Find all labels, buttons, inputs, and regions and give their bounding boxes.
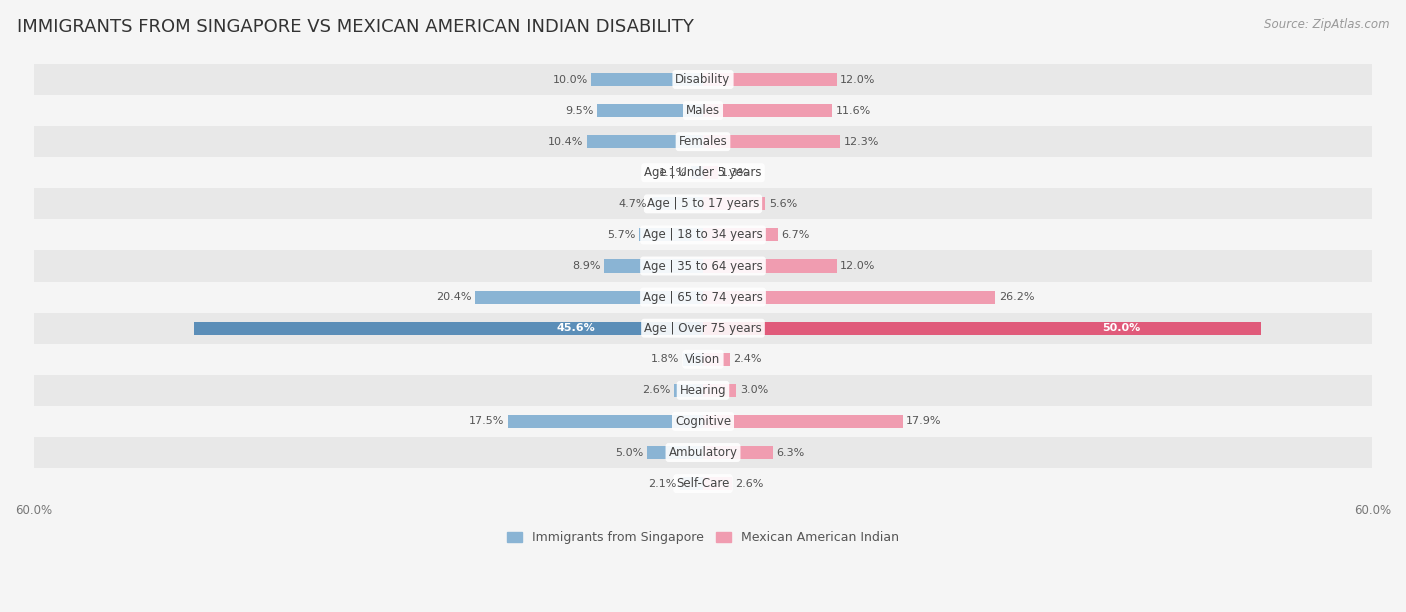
Bar — [683, 353, 703, 366]
Text: 4.7%: 4.7% — [619, 199, 647, 209]
Text: 12.0%: 12.0% — [841, 261, 876, 271]
Bar — [194, 322, 703, 335]
Bar — [34, 95, 1372, 126]
Text: 2.1%: 2.1% — [648, 479, 676, 488]
Text: 45.6%: 45.6% — [557, 323, 595, 333]
Text: 2.6%: 2.6% — [643, 386, 671, 395]
Bar — [647, 446, 703, 459]
Bar — [586, 135, 703, 148]
Bar — [34, 375, 1372, 406]
Text: Disability: Disability — [675, 73, 731, 86]
Text: Vision: Vision — [685, 353, 721, 366]
Bar — [703, 197, 765, 211]
Bar — [508, 415, 703, 428]
Bar — [703, 353, 730, 366]
Bar — [34, 188, 1372, 219]
Text: 8.9%: 8.9% — [572, 261, 600, 271]
Bar — [703, 104, 832, 117]
Bar — [34, 406, 1372, 437]
Bar — [703, 446, 773, 459]
Bar — [673, 384, 703, 397]
Bar — [598, 104, 703, 117]
Text: Age | Under 5 years: Age | Under 5 years — [644, 166, 762, 179]
Text: 12.3%: 12.3% — [844, 136, 879, 147]
Text: 10.4%: 10.4% — [548, 136, 583, 147]
Bar — [34, 219, 1372, 250]
Bar — [651, 197, 703, 211]
Text: Age | 5 to 17 years: Age | 5 to 17 years — [647, 197, 759, 211]
Text: 5.0%: 5.0% — [616, 447, 644, 458]
Bar — [690, 166, 703, 179]
Text: 20.4%: 20.4% — [436, 292, 472, 302]
Bar — [34, 437, 1372, 468]
Bar — [34, 64, 1372, 95]
Text: 26.2%: 26.2% — [998, 292, 1035, 302]
Text: 17.5%: 17.5% — [470, 416, 505, 427]
Bar — [34, 344, 1372, 375]
Text: 1.3%: 1.3% — [721, 168, 749, 177]
Bar — [34, 313, 1372, 344]
Text: 1.1%: 1.1% — [659, 168, 688, 177]
Bar — [703, 384, 737, 397]
Text: 2.6%: 2.6% — [735, 479, 763, 488]
Bar — [703, 135, 841, 148]
Text: 5.7%: 5.7% — [607, 230, 636, 240]
Bar — [703, 415, 903, 428]
Bar — [679, 477, 703, 490]
Bar — [475, 291, 703, 304]
Bar — [34, 126, 1372, 157]
Text: 5.6%: 5.6% — [769, 199, 797, 209]
Text: Self-Care: Self-Care — [676, 477, 730, 490]
Bar — [703, 166, 717, 179]
Bar — [703, 73, 837, 86]
Text: Ambulatory: Ambulatory — [668, 446, 738, 459]
Text: 9.5%: 9.5% — [565, 106, 593, 116]
Bar — [703, 259, 837, 272]
Text: Age | 18 to 34 years: Age | 18 to 34 years — [643, 228, 763, 241]
Bar — [34, 157, 1372, 188]
Text: Females: Females — [679, 135, 727, 148]
Text: 50.0%: 50.0% — [1102, 323, 1140, 333]
Bar — [640, 228, 703, 242]
Legend: Immigrants from Singapore, Mexican American Indian: Immigrants from Singapore, Mexican Ameri… — [502, 526, 904, 550]
Bar — [592, 73, 703, 86]
Text: Cognitive: Cognitive — [675, 415, 731, 428]
Text: Age | 35 to 64 years: Age | 35 to 64 years — [643, 259, 763, 272]
Text: 1.8%: 1.8% — [651, 354, 679, 364]
Text: Source: ZipAtlas.com: Source: ZipAtlas.com — [1264, 18, 1389, 31]
Bar — [703, 322, 1261, 335]
Bar — [34, 468, 1372, 499]
Bar — [703, 477, 733, 490]
Bar — [703, 228, 778, 242]
Text: Males: Males — [686, 104, 720, 117]
Text: IMMIGRANTS FROM SINGAPORE VS MEXICAN AMERICAN INDIAN DISABILITY: IMMIGRANTS FROM SINGAPORE VS MEXICAN AME… — [17, 18, 693, 36]
Bar — [34, 250, 1372, 282]
Text: 6.7%: 6.7% — [782, 230, 810, 240]
Bar — [34, 282, 1372, 313]
Text: 12.0%: 12.0% — [841, 75, 876, 84]
Text: Age | 65 to 74 years: Age | 65 to 74 years — [643, 291, 763, 304]
Text: 6.3%: 6.3% — [776, 447, 804, 458]
Text: 17.9%: 17.9% — [905, 416, 942, 427]
Bar — [703, 291, 995, 304]
Text: 2.4%: 2.4% — [733, 354, 762, 364]
Text: 3.0%: 3.0% — [740, 386, 768, 395]
Text: Age | Over 75 years: Age | Over 75 years — [644, 322, 762, 335]
Text: Hearing: Hearing — [679, 384, 727, 397]
Bar — [603, 259, 703, 272]
Text: 11.6%: 11.6% — [835, 106, 872, 116]
Text: 10.0%: 10.0% — [553, 75, 588, 84]
